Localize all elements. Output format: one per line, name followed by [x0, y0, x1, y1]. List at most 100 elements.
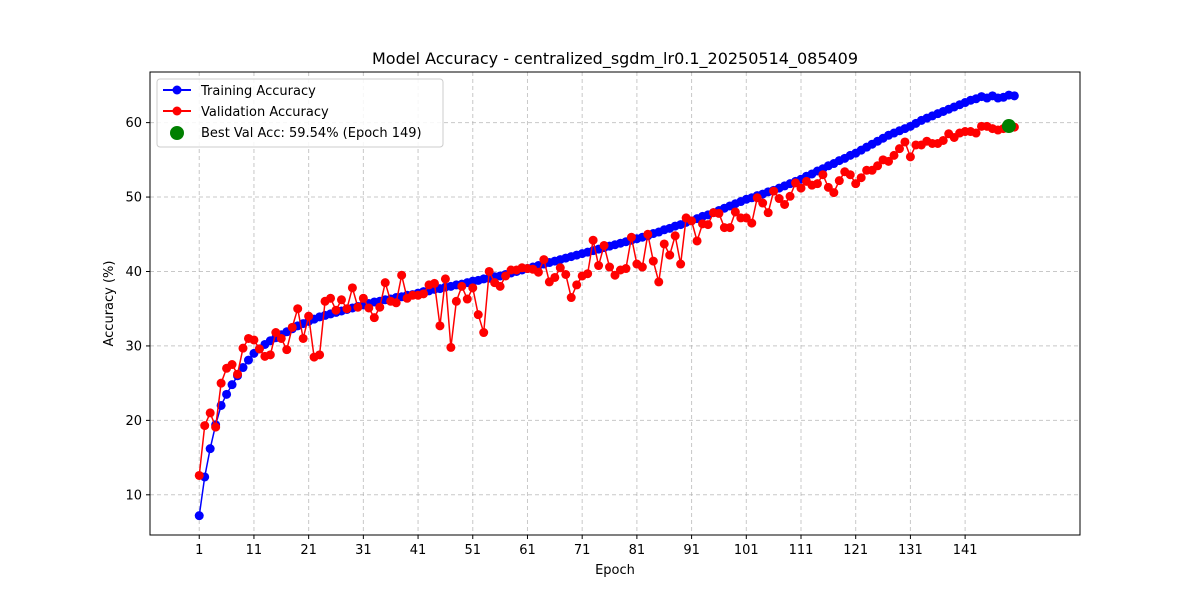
validation-accuracy-point: [238, 343, 248, 353]
validation-accuracy-point: [692, 236, 702, 246]
y-tick-label: 50: [125, 191, 142, 206]
validation-accuracy-point: [391, 298, 401, 308]
validation-accuracy-point: [572, 280, 582, 290]
y-axis-ticks: 10 20 30 40 50 60: [125, 116, 150, 503]
validation-accuracy-point: [796, 183, 806, 193]
legend-best-marker: [170, 126, 184, 140]
validation-accuracy-point: [419, 289, 429, 299]
x-tick-label: 81: [629, 543, 646, 558]
validation-accuracy-point: [714, 208, 724, 218]
x-tick-label: 31: [355, 543, 372, 558]
validation-accuracy-point: [205, 408, 215, 418]
validation-accuracy-point: [336, 295, 346, 305]
validation-accuracy-point: [484, 266, 494, 276]
validation-accuracy-point: [298, 333, 308, 343]
validation-accuracy-point: [747, 218, 757, 228]
legend-box: [156, 78, 444, 148]
x-tick-label: 71: [574, 543, 591, 558]
validation-accuracy-point: [254, 344, 264, 354]
validation-accuracy-point: [287, 322, 297, 332]
training-accuracy-point: [243, 355, 253, 365]
legend-best-label: Best Val Acc: 59.54% (Epoch 149): [201, 126, 422, 141]
validation-accuracy-point: [353, 302, 363, 312]
chart-title: Model Accuracy - centralized_sgdm_lr0.1_…: [372, 49, 858, 69]
validation-accuracy-point: [938, 135, 948, 145]
y-tick-label: 20: [125, 414, 142, 429]
validation-accuracy-point: [435, 321, 445, 331]
validation-accuracy-point: [884, 156, 894, 166]
validation-accuracy-point: [375, 302, 385, 312]
validation-accuracy-point: [227, 360, 237, 370]
validation-accuracy-point: [304, 311, 314, 321]
validation-accuracy-point: [211, 422, 221, 432]
validation-accuracy-point: [780, 199, 790, 209]
validation-accuracy-point: [856, 173, 866, 183]
validation-accuracy-point: [851, 179, 861, 189]
best-val-marker: [1001, 119, 1016, 134]
validation-accuracy-point: [429, 278, 439, 288]
validation-accuracy-point: [561, 269, 571, 279]
y-tick-label: 10: [125, 488, 142, 503]
validation-accuracy-point: [347, 283, 357, 293]
legend-training-marker: [172, 85, 182, 95]
plot-frame: [149, 71, 1081, 536]
validation-accuracy-point: [845, 170, 855, 180]
y-tick-label: 60: [125, 116, 142, 131]
y-tick-label: 30: [125, 339, 142, 354]
validation-accuracy-point: [358, 293, 368, 303]
training-accuracy-point: [1009, 91, 1019, 101]
validation-accuracy-point: [588, 235, 598, 245]
x-tick-label: 111: [789, 543, 814, 558]
validation-accuracy-series: [194, 121, 1019, 480]
validation-accuracy-point: [763, 208, 773, 218]
validation-accuracy-point: [834, 176, 844, 186]
validation-accuracy-point: [971, 128, 981, 138]
validation-accuracy-point: [894, 144, 904, 154]
validation-accuracy-point: [659, 239, 669, 249]
validation-accuracy-point: [676, 259, 686, 269]
validation-accuracy-point: [829, 188, 839, 198]
validation-accuracy-point: [271, 328, 281, 338]
validation-accuracy-point: [550, 272, 560, 282]
validation-accuracy-point: [315, 350, 325, 360]
training-accuracy-point: [238, 363, 248, 373]
y-axis-title: Accuracy (%): [102, 261, 117, 347]
x-tick-label: 21: [300, 543, 317, 558]
validation-accuracy-point: [216, 378, 226, 388]
validation-accuracy-point: [369, 313, 379, 323]
validation-accuracy-point: [687, 216, 697, 226]
validation-accuracy-point: [495, 281, 505, 291]
validation-accuracy-point: [900, 137, 910, 147]
validation-accuracy-point: [665, 250, 675, 260]
validation-accuracy-point: [621, 264, 631, 274]
validation-accuracy-point: [758, 198, 768, 208]
training-accuracy-point: [194, 511, 204, 521]
validation-accuracy-point: [730, 207, 740, 217]
x-tick-label: 61: [519, 543, 536, 558]
validation-accuracy-point: [249, 335, 259, 345]
validation-accuracy-point: [479, 328, 489, 338]
x-axis-title: Epoch: [595, 563, 635, 578]
validation-accuracy-point: [605, 262, 615, 272]
training-accuracy-point: [205, 444, 215, 454]
x-tick-label: 91: [683, 543, 700, 558]
validation-accuracy-point: [194, 470, 204, 480]
legend-training-label: Training Accuracy: [200, 84, 316, 99]
validation-accuracy-point: [462, 294, 472, 304]
validation-accuracy-point: [725, 223, 735, 233]
validation-accuracy-point: [265, 350, 275, 360]
validation-accuracy-point: [648, 256, 658, 266]
validation-accuracy-point: [774, 194, 784, 204]
validation-accuracy-point: [594, 261, 604, 271]
validation-accuracy-point: [643, 229, 653, 239]
validation-accuracy-point: [233, 369, 243, 379]
validation-accuracy-point: [670, 231, 680, 241]
validation-accuracy-point: [457, 281, 467, 291]
x-tick-label: 51: [464, 543, 481, 558]
validation-accuracy-point: [468, 283, 478, 293]
validation-accuracy-point: [812, 179, 822, 189]
training-accuracy-point: [222, 389, 232, 399]
validation-accuracy-point: [326, 293, 336, 303]
x-tick-label: 101: [734, 543, 759, 558]
